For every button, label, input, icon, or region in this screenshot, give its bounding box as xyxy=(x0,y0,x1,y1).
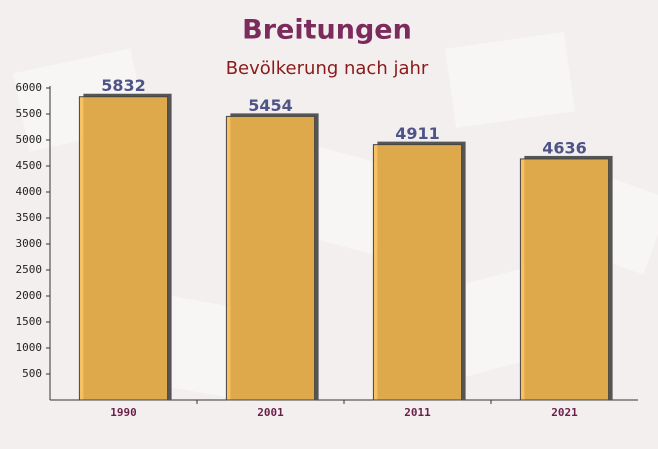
x-tick-label: 2011 xyxy=(404,406,431,419)
value-label: 4911 xyxy=(395,124,440,143)
x-tick-label: 2001 xyxy=(257,406,284,419)
bar xyxy=(519,158,610,401)
y-tick-label: 3000 xyxy=(16,237,43,250)
y-tick-label: 2500 xyxy=(16,263,43,276)
y-tick-label: 5500 xyxy=(16,107,43,120)
x-tick-label: 1990 xyxy=(110,406,137,419)
value-label: 5832 xyxy=(101,76,146,95)
y-tick-label: 500 xyxy=(22,367,42,380)
chart-subtitle: Bevölkerung nach jahr xyxy=(226,58,429,79)
y-tick-label: 5000 xyxy=(16,133,43,146)
y-tick-label: 4000 xyxy=(16,185,43,198)
y-tick-label: 3500 xyxy=(16,211,43,224)
y-tick-label: 1500 xyxy=(16,315,43,328)
value-label: 5454 xyxy=(248,96,293,115)
bar xyxy=(372,144,463,401)
y-tick-label: 4500 xyxy=(16,159,43,172)
y-tick-label: 6000 xyxy=(16,81,43,94)
x-tick-label: 2021 xyxy=(551,406,578,419)
y-tick-label: 2000 xyxy=(16,289,43,302)
bar xyxy=(225,115,316,401)
chart-title: Breitungen xyxy=(242,15,412,46)
y-tick-label: 1000 xyxy=(16,341,43,354)
bar xyxy=(78,96,169,401)
value-label: 4636 xyxy=(542,138,587,157)
